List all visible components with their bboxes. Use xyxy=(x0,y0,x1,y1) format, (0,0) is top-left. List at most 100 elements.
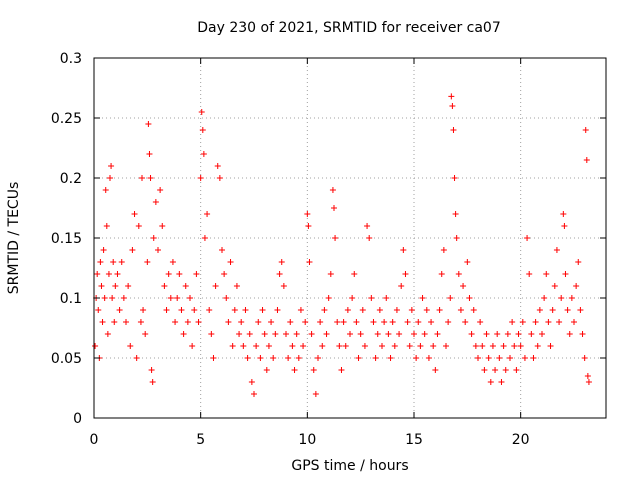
data-point xyxy=(216,175,223,181)
data-point xyxy=(402,271,409,277)
data-point xyxy=(295,355,302,361)
data-point xyxy=(361,343,368,349)
data-point xyxy=(280,283,287,289)
data-point xyxy=(161,283,168,289)
data-point xyxy=(513,367,520,373)
data-point xyxy=(398,283,405,289)
data-point xyxy=(577,307,584,313)
data-point xyxy=(549,307,556,313)
data-point xyxy=(511,343,518,349)
data-point xyxy=(419,295,426,301)
data-point xyxy=(404,319,411,325)
data-point xyxy=(336,343,343,349)
x-tick-label: 15 xyxy=(405,432,423,448)
data-point xyxy=(182,283,189,289)
data-point xyxy=(302,319,309,325)
data-point xyxy=(317,319,324,325)
data-point xyxy=(248,379,255,385)
data-point xyxy=(332,235,339,241)
data-point xyxy=(310,367,317,373)
data-point xyxy=(547,343,554,349)
data-point xyxy=(581,355,588,361)
data-point xyxy=(193,271,200,277)
data-point xyxy=(425,355,432,361)
data-point xyxy=(238,319,245,325)
data-point xyxy=(453,235,460,241)
data-point xyxy=(507,355,513,361)
data-point xyxy=(487,379,494,385)
data-point xyxy=(502,367,509,373)
data-point xyxy=(500,343,507,349)
data-point xyxy=(406,343,413,349)
data-point xyxy=(274,307,281,313)
data-point xyxy=(305,223,312,229)
data-point xyxy=(477,319,484,325)
data-point xyxy=(349,295,356,301)
data-point xyxy=(112,283,119,289)
data-point xyxy=(451,175,458,181)
data-point xyxy=(468,331,475,337)
data-point xyxy=(582,127,589,133)
data-point xyxy=(539,331,545,337)
data-point xyxy=(315,355,321,361)
data-point xyxy=(102,187,109,193)
data-point xyxy=(100,247,107,253)
data-point xyxy=(204,211,211,217)
data-point xyxy=(253,343,260,349)
data-point xyxy=(98,283,105,289)
data-point xyxy=(421,331,428,337)
y-tick-label: 0 xyxy=(73,411,82,427)
data-point xyxy=(517,343,524,349)
data-point xyxy=(347,331,353,337)
data-point xyxy=(155,247,161,253)
data-point xyxy=(340,319,347,325)
data-point xyxy=(359,307,366,313)
data-point xyxy=(485,355,492,361)
data-point xyxy=(498,379,505,385)
data-point xyxy=(242,307,249,313)
data-point xyxy=(566,331,573,337)
data-point xyxy=(157,187,164,193)
data-point xyxy=(383,295,390,301)
data-point xyxy=(319,343,326,349)
data-point xyxy=(475,355,481,361)
data-point xyxy=(212,283,219,289)
data-point xyxy=(145,121,152,127)
data-point xyxy=(381,319,388,325)
data-point xyxy=(148,367,155,373)
data-point xyxy=(312,391,319,397)
data-point xyxy=(449,103,456,109)
data-point xyxy=(195,319,202,325)
data-point xyxy=(374,331,381,337)
y-tick-label: 0.2 xyxy=(60,171,82,187)
data-point xyxy=(338,367,345,373)
data-point xyxy=(293,331,300,337)
data-point xyxy=(415,319,422,325)
data-point xyxy=(440,247,447,253)
data-point xyxy=(97,259,104,265)
data-point xyxy=(564,307,571,313)
data-point xyxy=(464,259,471,265)
data-point xyxy=(219,247,225,253)
data-point xyxy=(521,355,528,361)
data-point xyxy=(376,307,383,313)
data-point xyxy=(214,163,221,169)
data-point xyxy=(483,331,490,337)
data-point xyxy=(438,271,445,277)
data-point xyxy=(200,151,207,157)
data-point xyxy=(197,175,204,181)
data-point xyxy=(423,307,430,313)
data-point xyxy=(291,367,298,373)
data-point xyxy=(123,319,129,325)
data-point xyxy=(496,355,503,361)
data-point xyxy=(368,295,375,301)
x-axis-ticks: 0 5 10 15 20 xyxy=(90,58,530,448)
data-point xyxy=(268,319,275,325)
data-point xyxy=(387,355,394,361)
data-point xyxy=(344,307,351,313)
data-point xyxy=(144,259,151,265)
data-point xyxy=(165,271,172,277)
data-point xyxy=(229,343,236,349)
data-point xyxy=(534,343,541,349)
data-point xyxy=(417,343,424,349)
